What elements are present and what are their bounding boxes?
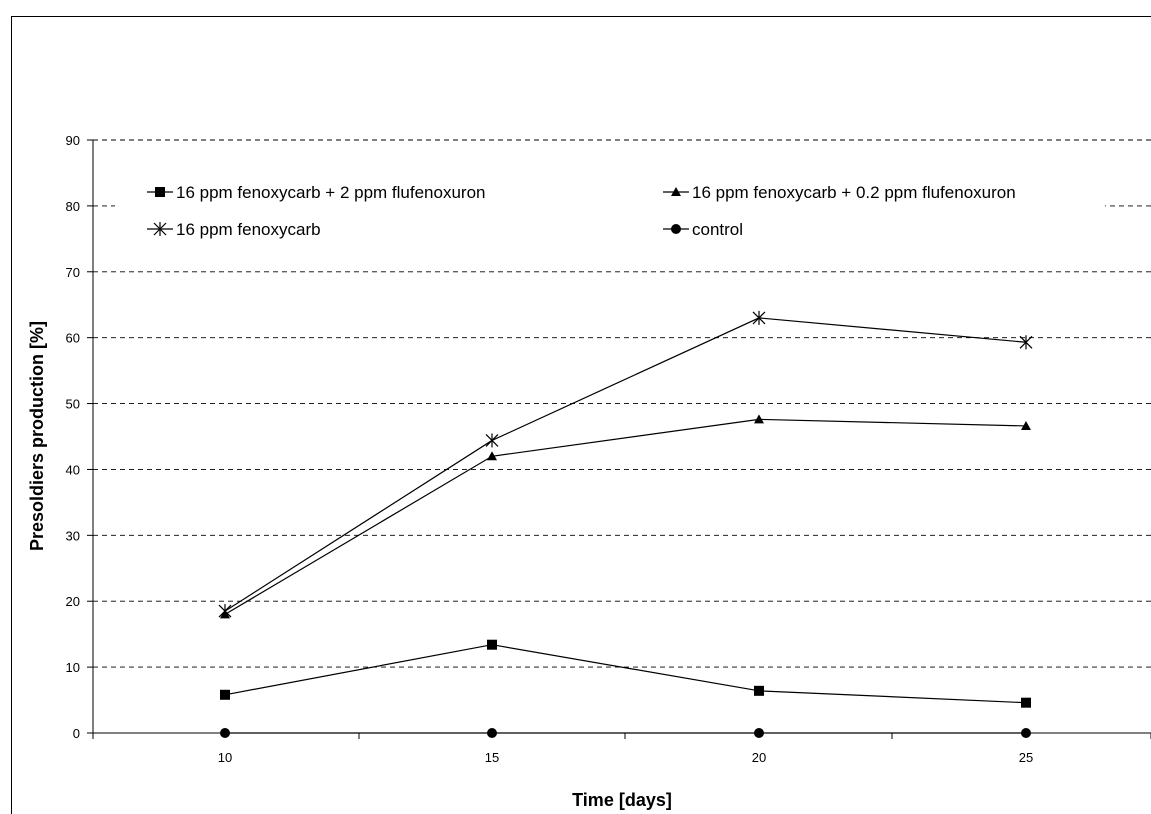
y-tick-label: 40 [66,462,80,477]
legend-label: control [692,220,743,239]
data-point [754,414,764,424]
data-point [487,451,497,461]
y-tick-label: 30 [66,528,80,543]
legend-label: 16 ppm fenoxycarb + 0.2 ppm flufenoxuron [692,183,1016,202]
data-point [754,685,764,696]
y-tick-label: 60 [66,331,80,346]
data-point [220,689,230,700]
y-axis-title: Presoldiers production [%] [27,321,47,551]
series-2 [218,310,1033,619]
legend-label: 16 ppm fenoxycarb + 2 ppm flufenoxuron [176,183,486,202]
data-point [1021,697,1031,708]
data-point [487,728,497,738]
legend-item-1: 16 ppm fenoxycarb + 0.2 ppm flufenoxuron [663,183,1016,202]
series-0 [220,639,1031,708]
legend-marker [671,187,681,196]
legend: 16 ppm fenoxycarb + 2 ppm flufenoxuron 16… [115,176,1105,248]
legend-item-0: 16 ppm fenoxycarb + 2 ppm flufenoxuron [147,183,486,202]
data-point [1021,420,1031,430]
x-tick-label: 15 [485,750,499,765]
y-tick-label: 10 [66,660,80,675]
legend-label: 16 ppm fenoxycarb [176,220,321,239]
legend-background [115,176,1105,248]
data-point [752,310,766,325]
legend-marker [153,222,167,236]
series-layer [218,310,1033,738]
legend-marker [671,224,681,234]
y-tick-label: 80 [66,199,80,214]
data-point [220,728,230,738]
chart-frame [11,16,1151,814]
series-1 [220,414,1031,619]
legend-item-2: 16 ppm fenoxycarb [147,220,321,239]
y-tick-label: 70 [66,265,80,280]
data-point [487,639,497,650]
series-line-0 [224,644,1027,704]
data-point [1021,728,1031,738]
x-tick-label: 25 [1019,750,1033,765]
legend-marker [155,187,165,197]
x-axis-title: Time [days] [572,790,672,810]
y-tick-label: 50 [66,397,80,412]
series-line-2 [224,317,1027,612]
x-tick-label: 10 [218,750,232,765]
y-tick-label: 0 [73,726,80,741]
series-line-1 [224,418,1027,615]
y-tick-label: 20 [66,594,80,609]
data-point [218,604,232,619]
y-tick-label: 90 [66,133,80,148]
x-tick-label: 20 [752,750,766,765]
data-point [485,433,499,448]
series-3 [220,728,1031,738]
data-point [1019,335,1033,350]
data-point [754,728,764,738]
legend-item-3: control [663,220,743,239]
